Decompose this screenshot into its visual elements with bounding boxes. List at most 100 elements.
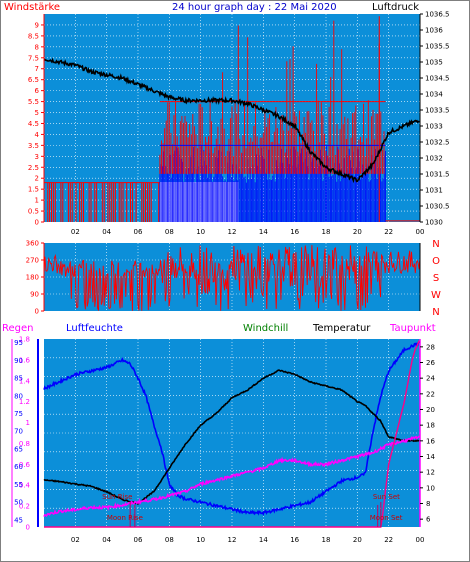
p2-left-tick-label: 90 xyxy=(30,291,39,299)
p1-left-tick-label: 7 xyxy=(35,65,39,73)
wind-blue-band xyxy=(159,145,386,222)
p3-x-tick-label: 20 xyxy=(353,536,362,544)
p3-temp-tick-label: 18 xyxy=(426,422,435,430)
p3-humidity-tick-label: 45 xyxy=(14,516,23,524)
wind-pressure-panel: 0 0.5 1 1.5 2 2.5 3 3.5 4 4.5 5 5.5 6 6.5 7 7.5 8 8.5 9 103… xyxy=(28,11,450,237)
p1-x-tick-label: 08 xyxy=(165,228,174,236)
p3-humidity-tick-label: 80 xyxy=(14,392,23,400)
p3-temp-tick-label: 28 xyxy=(426,343,435,351)
p2-compass-label: O xyxy=(432,256,440,267)
p1-right-tick-label: 1031.5 xyxy=(425,171,450,179)
p2-compass-label: N xyxy=(432,307,439,318)
p1-x-tick-label: 14 xyxy=(259,228,268,236)
temp-humidity-panel: 0 0.2 0.4 0.6 0.8 1 1.2 1.4 1.6 1.8 45 50 55 60 65 70 75… xyxy=(11,336,435,544)
p1-left-tick-label: 3 xyxy=(35,153,39,161)
p3-x-tick-label: 22 xyxy=(384,536,393,544)
p1-x-tick-label: 22 xyxy=(384,228,393,236)
p1-right-tick-label: 1036.5 xyxy=(425,11,450,19)
wind-direction-line xyxy=(43,245,421,311)
p1-left-tick-label: 1 xyxy=(35,197,39,205)
p3-x-tick-label: 00 xyxy=(416,536,425,544)
p1-left-tick-label: 6.5 xyxy=(28,76,39,84)
p1-x-tick-label: 12 xyxy=(228,228,237,236)
p1-right-tick-label: 1035.5 xyxy=(425,43,450,51)
p3-x-tick-label: 18 xyxy=(322,536,331,544)
legend-luftfeuchte: Luftfeuchte xyxy=(66,323,123,334)
p1-left-tick-label: 2.5 xyxy=(28,164,39,172)
p3-rain-tick-label: 1.4 xyxy=(19,377,31,385)
p3-humidity-tick-label: 90 xyxy=(14,357,23,365)
p1-left-tick-label: 5 xyxy=(35,109,39,117)
p3-rain-tick-label: 1.2 xyxy=(19,398,30,406)
p1-x-tick-label: 18 xyxy=(322,228,331,236)
p1-right-tick-label: 1036 xyxy=(425,27,443,35)
p1-x-tick-label: 16 xyxy=(290,228,299,236)
header-wind-label: Windstärke xyxy=(4,2,60,13)
p3-x-tick-label: 08 xyxy=(165,536,174,544)
p3-rain-tick-label: 0.6 xyxy=(19,461,31,469)
p1-left-tick-label: 1.5 xyxy=(28,186,39,194)
p1-left-tick-label: 4.5 xyxy=(28,120,39,128)
p3-x-tick-label: 14 xyxy=(259,536,268,544)
p1-left-tick-label: 5.5 xyxy=(28,98,39,106)
p3-rain-tick-label: 1.6 xyxy=(19,356,31,364)
pressure-line xyxy=(43,57,420,184)
p1-right-tick-label: 1030.5 xyxy=(425,203,450,211)
p1-right-tick-label: 1032 xyxy=(425,155,443,163)
p3-rain-tick-label: 1 xyxy=(26,419,30,427)
series-temperatur xyxy=(43,369,420,506)
p1-right-tick-label: 1033.5 xyxy=(425,107,450,115)
annotation-label: Moon Rise xyxy=(107,514,143,522)
p1-left-tick-label: 6 xyxy=(35,87,40,95)
p1-left-tick-label: 3.5 xyxy=(28,142,39,150)
p3-x-tick-label: 04 xyxy=(102,536,111,544)
p1-right-tick-label: 1034.5 xyxy=(425,75,450,83)
p3-x-tick-label: 12 xyxy=(228,536,237,544)
p3-humidity-tick-label: 55 xyxy=(14,481,23,489)
series-taupunkt xyxy=(43,435,420,518)
annotation-label: Moon Set xyxy=(370,514,403,522)
p3-temp-tick-label: 16 xyxy=(426,437,435,445)
p3-x-tick-label: 06 xyxy=(134,536,143,544)
p3-temp-tick-label: 6 xyxy=(426,516,431,524)
p3-rain-tick-label: 0.4 xyxy=(19,482,31,490)
p1-left-tick-label: 0.5 xyxy=(28,208,39,216)
header-pressure-label: Luftdruck xyxy=(372,2,419,13)
header-title: 24 hour graph day : 22 Mai 2020 xyxy=(172,2,337,13)
p3-temp-tick-label: 24 xyxy=(426,375,435,383)
p3-temp-tick-label: 12 xyxy=(426,469,435,477)
legend-taupunkt: Taupunkt xyxy=(389,323,436,334)
p3-temp-tick-label: 20 xyxy=(426,406,435,414)
p2-left-tick-label: 0 xyxy=(35,308,39,316)
p1-x-tick-label: 20 xyxy=(353,228,362,236)
p3-rain-tick-label: 0 xyxy=(26,524,30,532)
p3-humidity-tick-label: 60 xyxy=(14,463,23,471)
p3-temp-tick-label: 22 xyxy=(426,390,435,398)
p3-temp-tick-label: 10 xyxy=(426,484,435,492)
p3-temp-tick-label: 14 xyxy=(426,453,435,461)
p1-right-tick-label: 1035 xyxy=(425,59,443,67)
series-regen xyxy=(44,340,420,528)
p3-x-tick-label: 02 xyxy=(71,536,80,544)
p1-right-tick-label: 1032.5 xyxy=(425,139,450,147)
p3-x-tick-label: 10 xyxy=(196,536,205,544)
p3-humidity-tick-label: 95 xyxy=(14,339,23,347)
p1-x-tick-label: 02 xyxy=(71,228,80,236)
p1-left-tick-label: 4 xyxy=(35,131,40,139)
p1-left-tick-label: 9 xyxy=(35,21,39,29)
p3-rain-tick-label: 0.8 xyxy=(19,440,30,448)
legend-regen: Regen xyxy=(2,323,34,334)
p3-humidity-tick-label: 65 xyxy=(14,445,23,453)
p2-left-tick-label: 360 xyxy=(26,240,39,248)
p2-compass-label: N xyxy=(432,239,439,250)
p3-rain-tick-label: 0.2 xyxy=(19,503,30,511)
p2-left-tick-label: 180 xyxy=(26,274,39,282)
p1-left-tick-label: 8 xyxy=(35,43,39,51)
p1-left-tick-label: 8.5 xyxy=(28,32,39,40)
p1-right-tick-label: 1033 xyxy=(425,123,443,131)
p3-temp-tick-label: 8 xyxy=(426,500,430,508)
p1-left-tick-label: 2 xyxy=(35,175,39,183)
annotation-label: Sun Set xyxy=(373,493,400,501)
